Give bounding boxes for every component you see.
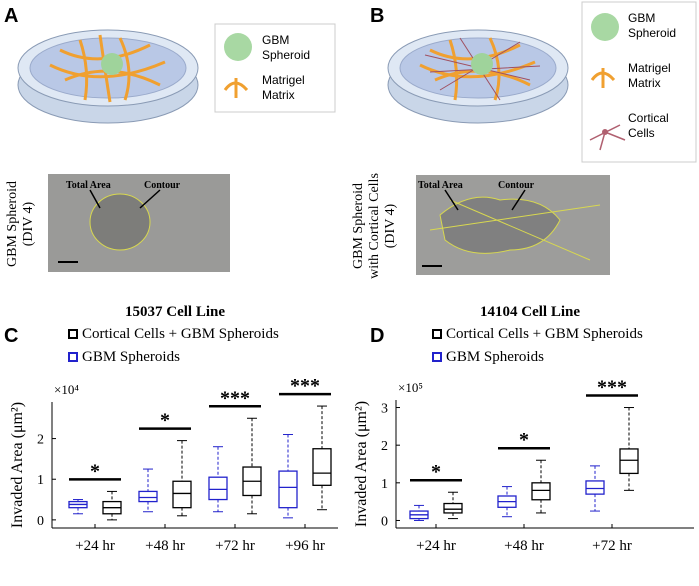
legend-swatch <box>68 352 78 362</box>
significance-label: *** <box>290 375 320 397</box>
panel-label: D <box>370 325 384 347</box>
box-body <box>312 448 332 486</box>
side-label: GBM Spheroid <box>5 181 20 267</box>
legend-text: Matrix <box>262 88 295 102</box>
legend-text: GBM <box>262 33 289 47</box>
significance-label: * <box>431 461 441 483</box>
significance-label: *** <box>597 377 627 399</box>
legend-text: Cortical <box>628 111 669 125</box>
legend-text: Cortical Cells + GBM Spheroids <box>446 326 643 342</box>
micrograph-label: Contour <box>498 180 535 191</box>
legend-text: GBM <box>628 11 655 25</box>
legend-text: Cells <box>628 126 655 140</box>
box <box>68 499 88 515</box>
y-multiplier: ×10⁵ <box>398 380 423 395</box>
y-tick-label: 2 <box>37 433 44 448</box>
side-label: (DIV 4) <box>21 201 36 246</box>
box <box>208 446 228 513</box>
panel-label: C <box>4 325 18 347</box>
box-body <box>138 490 158 503</box>
significance-label: * <box>160 410 170 432</box>
box <box>585 465 605 512</box>
y-tick-label: 1 <box>37 473 44 488</box>
box-body <box>278 470 298 509</box>
legend-text: Spheroid <box>628 26 676 40</box>
legend-box-a <box>214 23 336 113</box>
petri-dish-a <box>17 29 199 124</box>
legend-text: Matrix <box>628 76 661 90</box>
box <box>102 490 122 521</box>
y-tick-label: 0 <box>37 514 44 529</box>
box <box>312 405 332 511</box>
legend-box-b <box>581 1 697 163</box>
side-label: GBM Spheroid <box>351 183 366 269</box>
box-body <box>172 480 192 509</box>
x-tick-label: +72 hr <box>592 538 632 554</box>
legend-swatch <box>68 329 78 339</box>
box <box>497 486 517 518</box>
box-body <box>585 480 605 495</box>
x-tick-label: +24 hr <box>75 538 115 554</box>
x-tick-label: +48 hr <box>145 538 185 554</box>
x-tick-label: +48 hr <box>504 538 544 554</box>
legend-swatch <box>432 329 442 339</box>
micrograph-label: Total Area <box>418 180 463 191</box>
micrograph-label: Contour <box>144 180 181 191</box>
x-tick-label: +72 hr <box>215 538 255 554</box>
y-axis-label: Invaded Area (μm²) <box>353 401 370 527</box>
box-body <box>619 448 639 475</box>
micrograph-a <box>48 174 230 272</box>
box <box>278 434 298 519</box>
box <box>138 468 158 513</box>
legend-text: GBM Spheroids <box>446 349 544 365</box>
y-tick-label: 0 <box>381 514 388 529</box>
box <box>443 491 463 520</box>
panel-label: B <box>370 5 384 27</box>
panel-label: A <box>4 5 18 27</box>
legend-text: GBM Spheroids <box>82 349 180 365</box>
significance-label: * <box>519 429 529 451</box>
significance-label: * <box>90 460 100 482</box>
y-tick-label: 2 <box>381 439 388 454</box>
significance-label: *** <box>220 387 250 409</box>
micrograph-b <box>416 175 610 275</box>
legend-swatch <box>432 352 442 362</box>
box <box>619 407 639 491</box>
legend-text: Matrigel <box>262 73 305 87</box>
y-tick-label: 3 <box>381 402 388 417</box>
y-axis-label: Invaded Area (μm²) <box>9 402 26 528</box>
side-label: (DIV 4) <box>383 203 398 248</box>
micrograph-label: Total Area <box>66 180 111 191</box>
box <box>172 440 192 517</box>
x-tick-label: +24 hr <box>416 538 456 554</box>
box <box>242 417 262 515</box>
box-body <box>443 502 463 514</box>
box <box>409 504 429 521</box>
legend-text: Matrigel <box>628 61 671 75</box>
y-tick-label: 1 <box>381 477 388 492</box>
legend-text: Spheroid <box>262 48 310 62</box>
box-body <box>208 476 228 501</box>
box <box>531 459 551 514</box>
x-tick-label: +96 hr <box>285 538 325 554</box>
chart-title: 15037 Cell Line <box>125 304 225 320</box>
y-multiplier: ×10⁴ <box>54 382 79 397</box>
legend-text: Cortical Cells + GBM Spheroids <box>82 326 279 342</box>
petri-dish-b <box>387 29 569 124</box>
side-label: with Cortical Cells <box>367 173 382 279</box>
box-body <box>531 482 551 501</box>
chart-title: 14104 Cell Line <box>480 304 580 320</box>
